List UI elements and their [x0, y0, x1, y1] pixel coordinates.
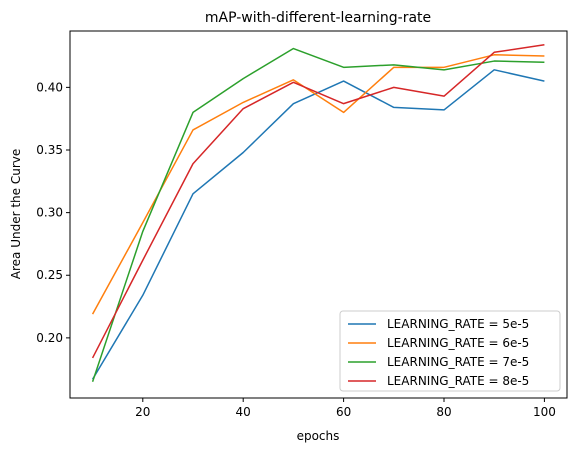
y-tick-label: 0.40: [36, 80, 63, 94]
series-line-2: [91, 54, 545, 315]
y-tick-label: 0.20: [36, 331, 63, 345]
legend-label-4: LEARNING_RATE = 8e-5: [387, 374, 529, 388]
legend: LEARNING_RATE = 5e-5 LEARNING_RATE = 6e-5…: [339, 310, 561, 392]
x-tick-label: 80: [436, 405, 451, 419]
chart-title: mAP-with-different-learning-rate: [205, 10, 431, 26]
legend-label-2: LEARNING_RATE = 6e-5: [387, 336, 529, 350]
x-axis-label: epochs: [297, 429, 340, 443]
legend-label-3: LEARNING_RATE = 7e-5: [387, 355, 529, 369]
series-line-4: [91, 44, 545, 359]
y-axis: 0.20 0.25 0.30 0.35 0.40: [36, 80, 70, 345]
y-axis-label: Area Under the Curve: [9, 149, 23, 279]
legend-box: [339, 310, 561, 392]
y-tick-label: 0.30: [36, 206, 63, 220]
x-axis: 20 40 60 80 100: [135, 398, 556, 419]
y-tick-label: 0.25: [36, 268, 63, 282]
x-tick-label: 60: [336, 405, 351, 419]
plot-area-frame: [69, 30, 568, 399]
x-tick-label: 100: [533, 405, 556, 419]
x-tick-label: 20: [135, 405, 150, 419]
x-tick-label: 40: [236, 405, 251, 419]
plot-lines: [91, 44, 545, 382]
legend-label-1: LEARNING_RATE = 5e-5: [387, 317, 529, 331]
y-tick-label: 0.35: [36, 143, 63, 157]
series-line-3: [91, 47, 545, 382]
